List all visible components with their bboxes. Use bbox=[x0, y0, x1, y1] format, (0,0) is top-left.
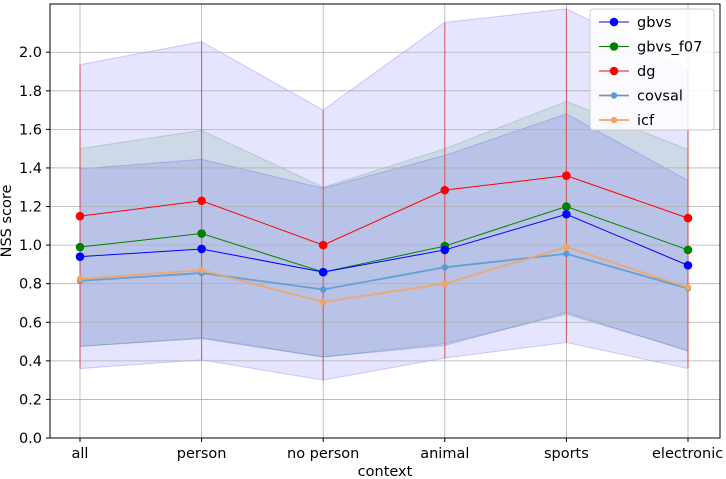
point-icf bbox=[563, 243, 570, 251]
point-covsal bbox=[320, 286, 327, 293]
plot-frame bbox=[49, 3, 721, 439]
x-tick-label: animal bbox=[420, 446, 469, 462]
x-tick-label: sports bbox=[544, 446, 589, 462]
point-gbvs_f07 bbox=[197, 229, 206, 238]
legend-marker-covsal bbox=[610, 92, 618, 99]
point-covsal bbox=[563, 250, 570, 257]
series-line-covsal bbox=[79, 252, 689, 291]
y-tick-label: 0.0 bbox=[19, 431, 42, 447]
point-gbvs bbox=[318, 267, 328, 277]
point-gbvs bbox=[562, 209, 571, 219]
legend-marker-gbvs_f07 bbox=[609, 42, 619, 51]
point-icf bbox=[684, 284, 692, 291]
legend-marker-icf bbox=[610, 116, 618, 124]
point-dg bbox=[318, 240, 328, 250]
x-tick-label: electronic bbox=[652, 446, 723, 462]
y-tick-label: 0.8 bbox=[19, 277, 42, 293]
x-tick-label: person bbox=[177, 446, 227, 462]
point-icf bbox=[320, 298, 327, 306]
x-axis-ticks: all person no person animal sports electronic bbox=[72, 438, 723, 462]
y-tick-label: 1.8 bbox=[19, 84, 42, 100]
point-gbvs bbox=[683, 261, 693, 270]
y-tick-label: 2.0 bbox=[19, 45, 42, 61]
y-tick-label: 0.2 bbox=[19, 392, 42, 408]
point-gbvs bbox=[75, 252, 85, 261]
series-line-dg bbox=[79, 175, 689, 246]
point-dg bbox=[562, 171, 571, 180]
y-axis-ticks: 0.0 0.2 0.4 0.6 0.8 1.0 1.2 1.4 1.6 1.8 2.0 bbox=[19, 45, 50, 447]
y-tick-label: 1.2 bbox=[19, 200, 42, 216]
point-gbvs bbox=[197, 244, 206, 254]
y-tick-label: 0.6 bbox=[19, 315, 42, 331]
y-tick-label: 1.4 bbox=[19, 161, 42, 177]
legend-label-icf: icf bbox=[637, 113, 655, 129]
point-gbvs_f07 bbox=[75, 242, 85, 252]
x-tick-label: all bbox=[72, 446, 89, 462]
legend-label-covsal: covsal bbox=[637, 89, 683, 105]
point-dg bbox=[683, 213, 693, 223]
y-tick-label: 1.6 bbox=[19, 122, 42, 138]
point-dg bbox=[197, 196, 206, 206]
point-gbvs_f07 bbox=[683, 245, 693, 255]
x-tick-label: no person bbox=[287, 446, 359, 462]
point-gbvs bbox=[440, 245, 450, 255]
legend-label-gbvs_f07: gbvs_f07 bbox=[637, 40, 702, 56]
legend-marker-gbvs bbox=[609, 17, 619, 27]
legend-marker-dg bbox=[609, 66, 619, 76]
series-line-gbvs bbox=[79, 213, 689, 273]
y-tick-label: 0.4 bbox=[19, 354, 42, 370]
point-icf bbox=[76, 275, 84, 283]
y-tick-label: 1.0 bbox=[19, 238, 42, 254]
point-dg bbox=[440, 185, 450, 195]
y-axis-title: NSS score bbox=[0, 185, 15, 258]
legend-box bbox=[589, 8, 715, 131]
x-axis-title: context bbox=[358, 464, 413, 479]
point-covsal bbox=[441, 264, 448, 271]
series-line-icf bbox=[79, 246, 689, 303]
series-line-gbvs_f07 bbox=[79, 206, 689, 273]
point-dg bbox=[75, 211, 85, 221]
legend-label-dg: dg bbox=[637, 64, 655, 80]
series-lines bbox=[75, 171, 693, 306]
point-icf bbox=[441, 280, 448, 287]
error-bands bbox=[79, 8, 689, 381]
point-gbvs_f07 bbox=[562, 202, 571, 211]
legend-label-gbvs: gbvs bbox=[637, 15, 672, 31]
point-icf bbox=[198, 266, 205, 274]
